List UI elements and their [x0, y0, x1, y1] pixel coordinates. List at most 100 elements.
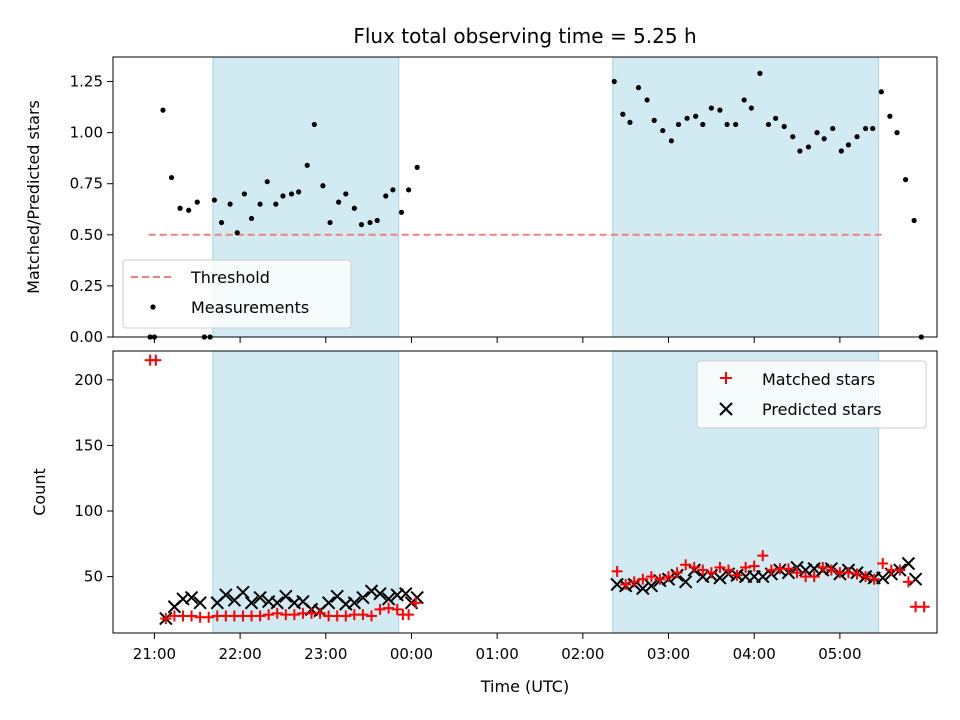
matched-stars-point-38 [654, 573, 666, 585]
measurement-point-4 [177, 205, 183, 211]
top-y-tick-label: 0.50 [70, 226, 103, 244]
legend-matched-label: Matched stars [762, 370, 875, 389]
matched-stars-point-43 [697, 564, 709, 576]
measurement-point-44 [675, 121, 682, 128]
matched-stars-point-42 [688, 561, 700, 573]
predicted-stars-point-24 [373, 586, 387, 601]
measurement-point-60 [805, 144, 812, 150]
matched-stars-point-49 [748, 560, 760, 572]
matched-stars-point-20 [314, 607, 326, 619]
matched-stars-point-48 [740, 561, 752, 573]
measurement-point-45 [684, 115, 690, 121]
measurement-point-21 [304, 162, 310, 168]
x-tick-label: 22:00 [218, 645, 261, 663]
measurement-point-48 [708, 105, 714, 111]
predicted-stars-point-23 [364, 584, 379, 598]
predicted-stars-point-13 [279, 589, 293, 603]
measurement-point-68 [870, 125, 876, 132]
matched-stars-point-63 [868, 573, 880, 585]
top-axes-frame [112, 56, 938, 338]
measurement-point-67 [862, 125, 869, 132]
matched-stars-point-41 [680, 559, 692, 571]
predicted-stars-point-42 [713, 571, 727, 585]
legend-matched-swatch [720, 372, 732, 384]
measurement-point-70 [887, 113, 893, 119]
predicted-stars-point-10 [253, 590, 267, 605]
measurement-point-39 [635, 85, 642, 91]
matched-stars-point-28 [383, 602, 395, 614]
matched-stars-point-39 [663, 571, 675, 583]
matched-stars-point-51 [765, 564, 777, 576]
measurement-point-72 [902, 177, 909, 183]
matched-stars-point-33 [611, 565, 623, 577]
measurement-point-33 [398, 209, 405, 215]
x-tick-label: 23:00 [304, 645, 347, 663]
bottom-y-axis-label: Count [30, 468, 49, 516]
matched-stars-point-36 [637, 573, 649, 585]
measurement-point-54 [757, 70, 763, 76]
bottom-y-tick-label: 50 [84, 568, 103, 586]
matched-stars-point-34 [620, 578, 632, 590]
matched-stars-point-37 [645, 571, 657, 583]
measurement-point-36 [611, 78, 617, 85]
matched-stars-point-64 [877, 557, 889, 569]
matched-stars-point-35 [628, 576, 640, 588]
measurement-point-51 [733, 121, 739, 128]
measurement-point-22 [311, 121, 317, 128]
matched-stars-point-54 [791, 567, 803, 579]
measurement-point-25 [336, 199, 342, 205]
matched-stars-point-66 [894, 564, 906, 576]
matched-stars-point-61 [851, 568, 863, 580]
measurement-point-55 [765, 121, 772, 128]
matched-stars-point-27 [374, 603, 386, 615]
top-y-tick-label: 0.00 [70, 328, 103, 346]
top-y-tick-label: 0.25 [70, 277, 103, 295]
measurement-point-43 [668, 138, 674, 144]
measurement-point-41 [651, 117, 657, 123]
measurement-point-9 [211, 197, 217, 203]
predicted-stars-point-38 [678, 575, 693, 589]
measurement-point-59 [797, 148, 803, 154]
predicted-stars-point-18 [321, 596, 336, 610]
predicted-stars-point-34 [644, 579, 659, 593]
measurement-point-17 [273, 201, 279, 207]
measurement-point-19 [288, 191, 295, 197]
measurement-point-27 [351, 205, 357, 211]
predicted-stars-point-25 [381, 592, 396, 606]
measurement-point-32 [390, 187, 396, 193]
matched-stars-point-31 [403, 609, 415, 621]
legend-measurements-label: Measurements [191, 298, 309, 317]
measurement-point-66 [854, 134, 860, 140]
top-y-tick-label: 0.75 [70, 175, 103, 193]
legend-measurements-swatch [150, 304, 156, 310]
matched-stars-point-46 [723, 564, 735, 576]
measurement-point-73 [911, 217, 917, 224]
measurement-point-58 [790, 134, 796, 140]
measurement-point-29 [367, 219, 373, 226]
bottom-axes-frame [112, 350, 938, 634]
measurement-point-15 [257, 201, 263, 207]
measurement-point-63 [830, 125, 836, 132]
measurement-points [147, 70, 924, 340]
measurement-point-23 [320, 183, 326, 189]
top-shaded-interval-1 [612, 57, 879, 337]
measurement-point-14 [248, 215, 255, 222]
measurement-point-20 [296, 189, 302, 195]
measurement-point-30 [374, 217, 380, 224]
bottom-shaded-intervals [212, 351, 880, 633]
matched-stars-point-14 [263, 609, 275, 621]
predicted-stars-point-27 [399, 586, 413, 601]
predicted-stars-point-29 [410, 590, 424, 605]
matched-stars-point-26 [365, 610, 377, 622]
measurement-point-46 [693, 113, 699, 119]
matched-stars-point-2 [160, 613, 172, 625]
top-panel: 0.00 0.25 0.50 0.75 1.00 1.25 Matched/Predict… [24, 56, 938, 346]
measurement-point-56 [773, 115, 779, 121]
x-tick-label: 02:00 [561, 645, 604, 663]
matched-stars-point-47 [731, 569, 743, 581]
predicted-stars-point-6 [219, 588, 233, 602]
measurement-point-47 [700, 121, 706, 128]
matched-stars-points [144, 354, 930, 625]
predicted-stars-point-21 [347, 596, 362, 610]
